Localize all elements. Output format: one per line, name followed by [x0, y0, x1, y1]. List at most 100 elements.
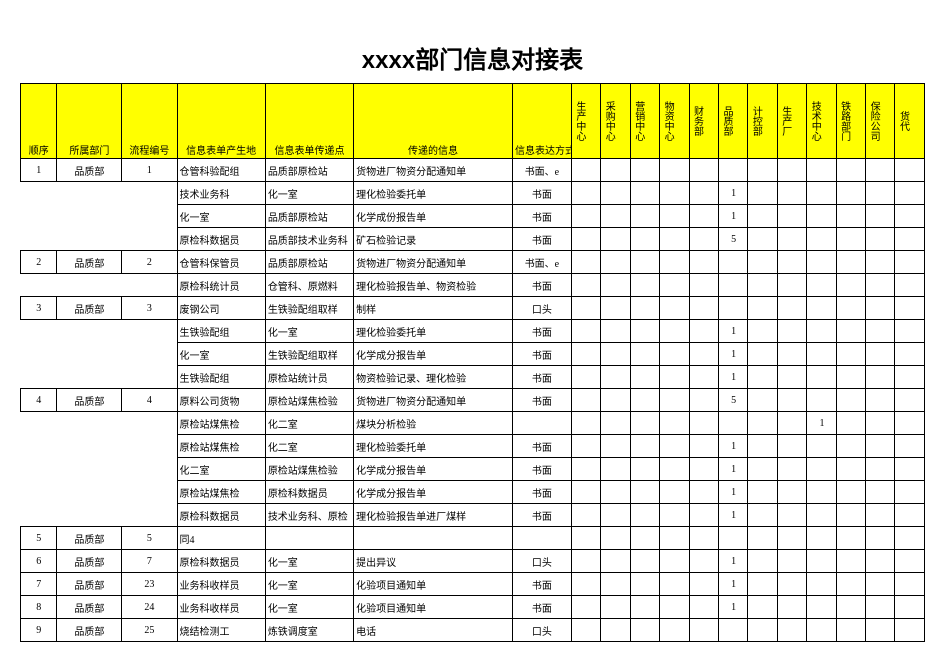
- cell: [571, 458, 600, 481]
- cell: [689, 573, 718, 596]
- cell: [895, 251, 925, 274]
- cell: [866, 550, 895, 573]
- cell: [777, 343, 806, 366]
- cell: 2: [122, 251, 177, 274]
- cell: 品质部: [57, 550, 122, 573]
- cell: [571, 412, 600, 435]
- cell: [689, 320, 718, 343]
- cell: [571, 550, 600, 573]
- cell: [777, 205, 806, 228]
- cell: [601, 389, 630, 412]
- cell: 1: [718, 504, 747, 527]
- cell: [807, 274, 836, 297]
- cell: [630, 596, 659, 619]
- cell: 7: [122, 550, 177, 573]
- cell: 1: [807, 412, 836, 435]
- cell: [866, 527, 895, 550]
- cell: [895, 297, 925, 320]
- cell: [866, 251, 895, 274]
- cell: [660, 550, 689, 573]
- cell: [630, 458, 659, 481]
- cell: [895, 274, 925, 297]
- cell: [807, 251, 836, 274]
- cell: [718, 412, 747, 435]
- table-row: 4品质部4原料公司货物原检站煤焦检验货物进厂物资分配通知单书面5: [21, 389, 925, 412]
- cell: [836, 343, 865, 366]
- cell: [513, 412, 572, 435]
- cell: 1: [718, 573, 747, 596]
- cell: 原检站煤焦检验: [265, 389, 353, 412]
- cell: [836, 159, 865, 182]
- cell: [866, 481, 895, 504]
- cell: [630, 550, 659, 573]
- cell: 提出异议: [354, 550, 513, 573]
- cell: [571, 274, 600, 297]
- cell: 原检科数据员: [177, 504, 265, 527]
- col-flow: 流程编号: [122, 84, 177, 159]
- cell: 煤块分析检验: [354, 412, 513, 435]
- cell: [630, 159, 659, 182]
- cell: 生铁验配组取样: [265, 297, 353, 320]
- cell: 货物进厂物资分配通知单: [354, 159, 513, 182]
- cell: [630, 366, 659, 389]
- table-row: 7品质部23业务科收样员化一室化验项目通知单书面1: [21, 573, 925, 596]
- cell: [718, 297, 747, 320]
- cell: 化二室: [177, 458, 265, 481]
- cell: [21, 481, 57, 504]
- cell: 化一室: [265, 320, 353, 343]
- cell: 品质部: [57, 159, 122, 182]
- table-row: 原检科数据员技术业务科、原检理化检验报告单进厂煤样书面1: [21, 504, 925, 527]
- table-row: 化二室原检站煤焦检验化学成分报告单书面1: [21, 458, 925, 481]
- cell: [866, 389, 895, 412]
- cell: 生铁验配组: [177, 366, 265, 389]
- cell: 书面: [513, 274, 572, 297]
- cell: [895, 228, 925, 251]
- cell: 书面、e: [513, 251, 572, 274]
- col-n4: 财务部: [689, 84, 718, 159]
- cell: [660, 596, 689, 619]
- cell: [630, 527, 659, 550]
- cell: 23: [122, 573, 177, 596]
- cell: [571, 320, 600, 343]
- cell: [777, 182, 806, 205]
- cell: [895, 573, 925, 596]
- cell: 品质部原检站: [265, 205, 353, 228]
- cell: [122, 412, 177, 435]
- cell: [57, 458, 122, 481]
- col-n1: 采购中心: [601, 84, 630, 159]
- cell: [630, 182, 659, 205]
- cell: [807, 504, 836, 527]
- cell: 制样: [354, 297, 513, 320]
- cell: [748, 389, 777, 412]
- cell: [718, 527, 747, 550]
- cell: 化验项目通知单: [354, 596, 513, 619]
- cell: [895, 182, 925, 205]
- cell: [660, 458, 689, 481]
- cell: [660, 504, 689, 527]
- cell: 仓管科、原燃料: [265, 274, 353, 297]
- cell: [601, 550, 630, 573]
- cell: 品质部: [57, 619, 122, 642]
- table-row: 1品质部1仓管科验配组品质部原检站货物进厂物资分配通知单书面、e: [21, 159, 925, 182]
- cell: [689, 504, 718, 527]
- cell: [836, 366, 865, 389]
- cell: [748, 343, 777, 366]
- cell: [660, 182, 689, 205]
- cell: 品质部技术业务科: [265, 228, 353, 251]
- cell: [748, 527, 777, 550]
- cell: [601, 412, 630, 435]
- cell: [836, 481, 865, 504]
- cell: 化一室: [265, 596, 353, 619]
- cell: [748, 228, 777, 251]
- col-n9: 铁路部门: [836, 84, 865, 159]
- col-n11: 货代: [895, 84, 925, 159]
- cell: [689, 274, 718, 297]
- cell: [354, 527, 513, 550]
- cell: 7: [21, 573, 57, 596]
- cell: 品质部: [57, 573, 122, 596]
- cell: [630, 573, 659, 596]
- cell: [777, 573, 806, 596]
- cell: [122, 481, 177, 504]
- cell: [57, 320, 122, 343]
- cell: [571, 159, 600, 182]
